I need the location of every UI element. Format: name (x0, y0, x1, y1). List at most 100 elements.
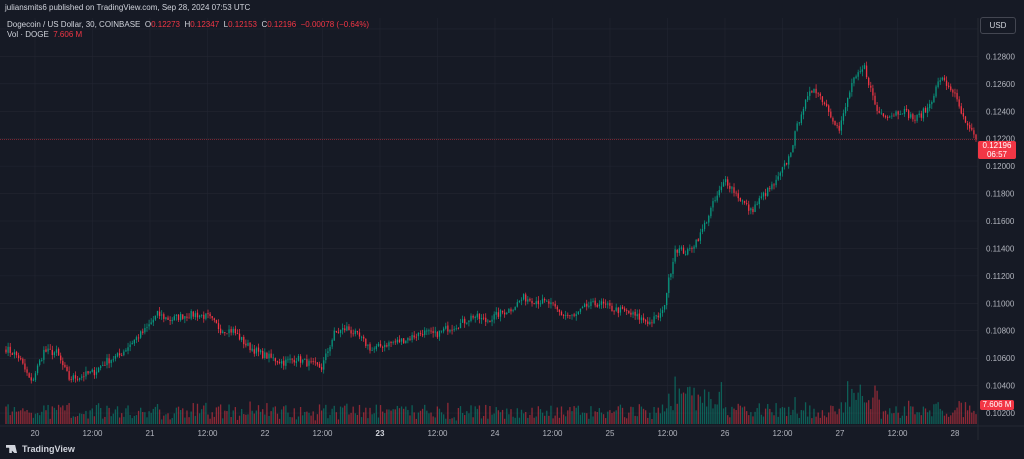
candle-body (140, 331, 142, 338)
publish-bar: juliansmits6 published on TradingView.co… (0, 0, 1024, 18)
volume-label[interactable]: Vol · DOGE (7, 30, 49, 39)
candle-body (20, 358, 22, 360)
candle-body (960, 106, 962, 114)
volume-bar (613, 411, 615, 424)
candle-body (224, 332, 226, 334)
candle-body (100, 366, 102, 368)
candle-body (762, 192, 765, 197)
volume-bar (388, 409, 390, 424)
volume-bar (327, 418, 329, 424)
candle-body (695, 239, 697, 248)
candlesticks (5, 61, 977, 384)
candle-body (207, 313, 209, 315)
candle-body (28, 373, 30, 378)
symbol-title[interactable]: Dogecoin / US Dollar, 30, COINBASE (7, 20, 141, 29)
candle-body (396, 339, 399, 343)
candle-body (409, 338, 411, 340)
candle-body (331, 339, 333, 347)
time-tick-label: 12:00 (887, 429, 908, 438)
volume-bar (752, 416, 754, 424)
volume-bar (390, 410, 392, 424)
candle-body (377, 343, 380, 347)
candle-body (325, 353, 327, 361)
volume-legend[interactable]: Vol · DOGE 7.606 M (7, 30, 82, 39)
candle-body (81, 376, 83, 378)
candle-body (228, 329, 230, 334)
volume-bar (499, 412, 502, 424)
volume-bar (489, 406, 491, 424)
candle-body (966, 123, 969, 126)
candle-body (661, 310, 664, 314)
candle-body (767, 187, 769, 196)
candle-body (24, 363, 26, 370)
candle-body (588, 305, 590, 307)
candle-body (878, 111, 880, 113)
volume-bar (308, 412, 310, 424)
volume-bar (47, 404, 49, 424)
volume-bar (432, 416, 434, 424)
candle-body (565, 315, 567, 317)
volume-bar (97, 403, 100, 424)
symbol-legend[interactable]: Dogecoin / US Dollar, 30, COINBASE O0.12… (7, 19, 369, 30)
price-tick-label: 0.12600 (986, 80, 1015, 89)
volume-bar (600, 412, 603, 424)
candle-body (855, 76, 857, 79)
volume-bar (144, 412, 146, 424)
volume-bar (583, 412, 586, 424)
candle-body (611, 305, 613, 311)
candle-body (289, 358, 291, 360)
volume-bar (760, 414, 763, 424)
tradingview-logo-icon (6, 445, 18, 453)
candle-body (188, 317, 190, 319)
volume-bar (205, 402, 207, 424)
candle-body (116, 353, 119, 357)
candle-body (15, 351, 18, 356)
candle-body (201, 314, 203, 316)
candle-body (851, 82, 853, 93)
volume-bar (842, 412, 845, 424)
tradingview-logo[interactable]: TradingView (6, 444, 75, 454)
volume-bar (966, 410, 969, 424)
volume-bar (22, 408, 24, 424)
volume-bar (371, 414, 373, 424)
candle-body (901, 113, 904, 115)
candle-body (592, 301, 594, 302)
candle-body (287, 359, 289, 361)
volume-bar (76, 416, 79, 424)
candle-body (173, 316, 175, 321)
price-tick-label: 0.10800 (986, 327, 1015, 336)
volume-bar (773, 415, 775, 424)
candle-body (859, 71, 861, 73)
candle-body (211, 316, 213, 319)
volume-bar (438, 408, 441, 424)
volume-bar (666, 408, 668, 424)
volume-bar (840, 402, 842, 424)
volume-bar (832, 406, 834, 424)
candle-body (194, 313, 197, 318)
volume-bar (897, 412, 899, 424)
volume-bar (491, 414, 493, 424)
candle-body (320, 367, 323, 370)
volume-bar (863, 402, 866, 424)
candle-body (53, 352, 56, 355)
time-tick-label: 25 (606, 429, 615, 438)
time-axis[interactable]: 20 12:00 21 12:00 22 12:00 23 12:00 24 12:00 25 12:… (31, 429, 960, 438)
candle-body (259, 350, 262, 353)
candle-body (657, 315, 659, 318)
volume-bar (165, 414, 167, 424)
candle-body (596, 304, 598, 307)
volume-bar (737, 403, 739, 424)
volume-bar (320, 410, 323, 424)
volume-bar (457, 408, 460, 424)
volume-bar (413, 412, 415, 424)
volume-bar (81, 413, 83, 424)
volume-bar (266, 403, 268, 424)
currency-button[interactable]: USD (980, 17, 1016, 34)
volume-bar (485, 404, 487, 424)
volume-bar (647, 417, 649, 424)
price-axis[interactable]: 0.130000.128000.126000.124000.122000.120… (977, 18, 1015, 440)
volume-bar (598, 408, 601, 424)
volume-bar (213, 416, 215, 424)
